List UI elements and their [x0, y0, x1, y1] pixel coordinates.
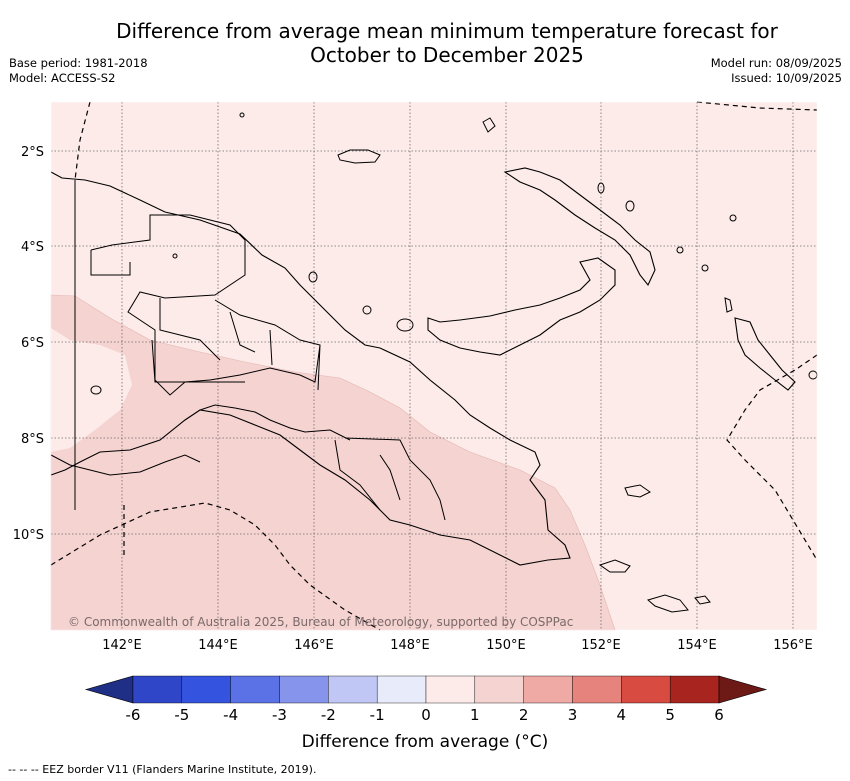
colorbar-title: Difference from average (°C) [301, 732, 549, 752]
new-guinea-coastline [50, 171, 571, 566]
colorbar-tick-label: 1 [470, 706, 480, 724]
colorbar-tick-label: 4 [617, 706, 627, 724]
provincial-borders [74, 180, 446, 521]
colorbar-segment [181, 675, 231, 704]
lon-label-144e: 144°E [198, 638, 238, 653]
lat-label-4s: 4°S [21, 240, 44, 255]
lon-label-156e: 156°E [773, 638, 813, 653]
colorbar-tick-label: -3 [272, 706, 287, 724]
lon-label-142e: 142°E [102, 638, 142, 653]
colorbar-tick-label: -5 [174, 706, 189, 724]
copyright-notice: © Commonwealth of Australia 2025, Bureau… [68, 615, 573, 629]
colorbar-segment [376, 675, 427, 704]
colorbar-tick-label: -4 [223, 706, 238, 724]
colorbar-segment [328, 675, 378, 704]
lat-label-10s: 10°S [13, 528, 44, 543]
eez-borders [50, 101, 818, 631]
manus-island [337, 149, 381, 164]
map-frame [50, 101, 818, 631]
lon-label-146e: 146°E [294, 638, 334, 653]
colorbar-segment [132, 675, 183, 704]
mussau-island [482, 117, 496, 133]
colorbar-tick-label: -1 [370, 706, 385, 724]
colorbar-tick-label: 0 [421, 706, 431, 724]
colorbar-segment [279, 675, 329, 704]
colorbar-extend-high [718, 675, 768, 704]
colorbar-tick-label: 3 [568, 706, 578, 724]
colorbar-segment [230, 675, 280, 704]
colorbar-tick-label: -6 [126, 706, 141, 724]
small-islands [90, 112, 818, 395]
bougainville-coastline [734, 317, 796, 391]
colorbar: -6 -5 -4 -3 -2 -1 0 1 2 3 4 5 6 [84, 675, 768, 724]
colorbar-tick-label: -2 [321, 706, 336, 724]
model-run: Model run: 08/09/2025 [710, 56, 842, 70]
model-info: Base period: 1981-2018 Model: ACCESS-S2 [9, 56, 148, 86]
colorbar-segment [425, 675, 476, 704]
new-britain-coastline [427, 257, 616, 356]
milne-bay-islands [598, 484, 711, 613]
lat-label-2s: 2°S [21, 145, 44, 160]
anomaly-region-1-2 [50, 294, 616, 631]
lat-label-6s: 6°S [21, 336, 44, 351]
lon-label-148e: 148°E [390, 638, 430, 653]
colorbar-segment [621, 675, 671, 704]
southern-coastline [50, 454, 201, 476]
lon-label-152e: 152°E [581, 638, 621, 653]
map-grid [51, 102, 817, 630]
colorbar-tick-label: 2 [519, 706, 529, 724]
colorbar-tick-label: 5 [665, 706, 675, 724]
colorbar-segment [523, 675, 573, 704]
colorbar-segment [474, 675, 524, 704]
issued-date: Issued: 10/09/2025 [731, 71, 842, 85]
eez-legend-note: -- -- -- EEZ border V11 (Flanders Marine… [8, 763, 317, 776]
lon-label-150e: 150°E [486, 638, 526, 653]
title-line-2: October to December 2025 [310, 43, 584, 67]
new-ireland-coastline [503, 167, 656, 287]
title-line-1: Difference from average mean minimum tem… [116, 19, 778, 43]
model-name: Model: ACCESS-S2 [9, 71, 116, 85]
colorbar-segment [669, 675, 720, 704]
run-info: Model run: 08/09/2025 Issued: 10/09/2025 [711, 56, 842, 86]
gulf-coastline [199, 404, 351, 441]
colorbar-extend-low [84, 675, 134, 704]
colorbar-tick-label: 6 [714, 706, 724, 724]
colorbar-segment [572, 675, 622, 704]
map-title: Difference from average mean minimum tem… [80, 19, 814, 67]
lon-label-154e: 154°E [677, 638, 717, 653]
lat-label-8s: 8°S [21, 432, 44, 447]
buka-island [724, 297, 733, 313]
base-period: Base period: 1981-2018 [9, 56, 148, 70]
